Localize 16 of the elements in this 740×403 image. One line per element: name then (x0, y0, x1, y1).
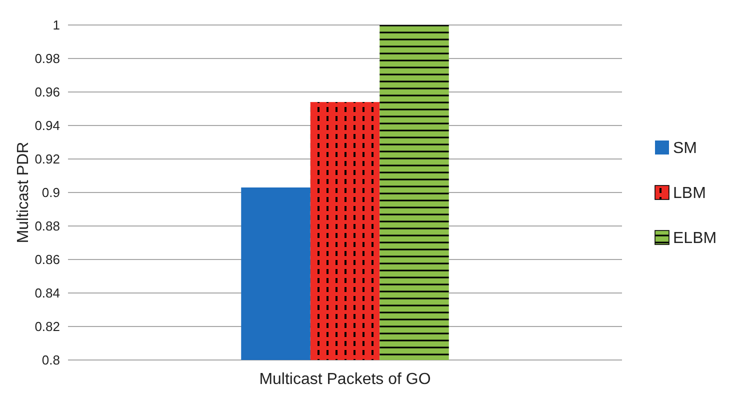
y-tick-label: 0.92 (34, 152, 60, 167)
y-tick-label: 0.86 (34, 252, 60, 268)
y-tick-label: 0.94 (34, 118, 60, 134)
y-tick-label: 0.98 (34, 51, 60, 66)
y-tick-label: 0.82 (34, 319, 60, 334)
x-tick-label: Multicast Packets of GO (259, 371, 431, 388)
legend-label: LBM (673, 185, 706, 202)
y-tick-label: 0.84 (34, 286, 60, 301)
legend-label: SM (673, 140, 697, 158)
legend-label: ELBM (673, 230, 717, 248)
y-tick-label: 0.9 (42, 185, 60, 200)
y-axis-title: Multicast PDR (15, 142, 32, 244)
y-tick-label: 0.96 (34, 84, 60, 100)
y-tick-label: 0.88 (34, 218, 60, 234)
y-tick-label: 1 (52, 18, 60, 33)
y-tick-label: 0.8 (42, 352, 60, 368)
